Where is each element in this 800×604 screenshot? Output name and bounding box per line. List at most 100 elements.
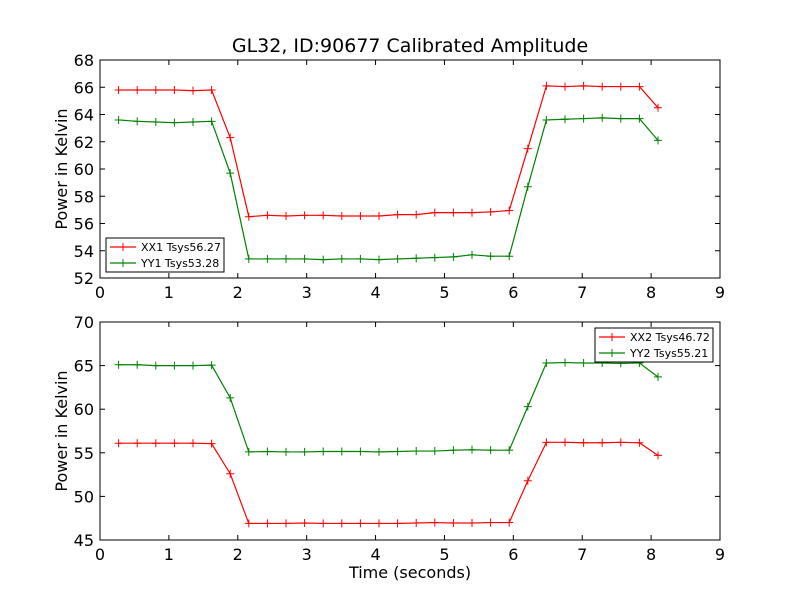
data-point-marker <box>430 253 439 262</box>
data-point-marker <box>207 85 216 94</box>
data-point-marker <box>486 252 495 261</box>
data-point-marker <box>356 212 365 221</box>
y-tick-label: 60 <box>74 400 94 419</box>
legend-entry-label: YY2 Tsys55.21 <box>629 347 708 360</box>
chart-title: GL32, ID:90677 Calibrated Amplitude <box>232 35 588 57</box>
data-point-marker <box>412 518 421 527</box>
legend-entry-label: YY1 Tsys53.28 <box>140 257 219 270</box>
y-axis-label: Power in Kelvin <box>52 108 71 229</box>
data-point-marker <box>375 519 383 528</box>
data-point-marker <box>263 211 272 220</box>
x-tick-label: 3 <box>302 283 312 302</box>
data-point-marker <box>282 254 290 263</box>
data-point-marker <box>207 117 216 126</box>
data-point-marker <box>151 439 160 448</box>
legend-swatch-marker <box>119 243 127 251</box>
data-point-marker <box>393 254 402 263</box>
data-point-marker <box>189 439 197 448</box>
data-point-marker <box>337 254 346 263</box>
data-point-marker <box>579 114 588 123</box>
data-point-marker <box>561 115 569 124</box>
x-tick-label: 2 <box>233 283 243 302</box>
data-point-marker <box>561 82 569 91</box>
data-point-marker <box>468 445 476 454</box>
data-point-marker <box>226 133 235 142</box>
data-point-marker <box>430 447 439 456</box>
data-point-marker <box>226 469 235 478</box>
data-point-marker <box>244 447 253 456</box>
data-point-marker <box>207 439 216 448</box>
data-point-marker <box>523 144 532 153</box>
data-point-marker <box>189 86 197 95</box>
data-point-marker <box>282 212 290 221</box>
data-point-marker <box>319 255 328 264</box>
data-point-marker <box>505 206 514 215</box>
legend-entry-label: XX2 Tsys46.72 <box>630 331 710 344</box>
x-tick-label: 9 <box>715 545 725 564</box>
data-point-marker <box>579 81 588 90</box>
x-axis-label: Time (seconds) <box>348 563 471 582</box>
data-point-marker <box>505 446 514 455</box>
data-point-marker <box>170 361 179 370</box>
data-point-marker <box>468 250 476 259</box>
data-point-marker <box>170 118 179 127</box>
data-point-marker <box>449 252 458 261</box>
legend: XX1 Tsys56.27 YY1 Tsys53.28 <box>105 237 225 273</box>
legend-entry-label: XX1 Tsys56.27 <box>141 241 221 254</box>
data-point-marker <box>170 85 179 94</box>
data-point-marker <box>542 81 551 90</box>
data-point-marker <box>486 207 495 216</box>
data-point-marker <box>151 117 160 126</box>
data-point-marker <box>616 82 625 91</box>
x-tick-label: 1 <box>164 283 174 302</box>
data-point-marker <box>114 439 123 448</box>
data-point-marker <box>356 254 365 263</box>
y-tick-label: 70 <box>74 313 94 332</box>
data-point-marker <box>449 446 458 455</box>
data-point-marker <box>393 519 402 528</box>
data-point-marker <box>356 447 365 456</box>
y-tick-label: 62 <box>74 133 94 152</box>
data-point-marker <box>300 254 309 263</box>
y-tick-label: 66 <box>74 78 94 97</box>
x-tick-label: 6 <box>508 283 518 302</box>
data-point-marker <box>189 117 197 126</box>
y-tick-label: 60 <box>74 160 94 179</box>
data-point-marker <box>542 358 551 367</box>
y-tick-label: 50 <box>74 487 94 506</box>
x-tick-label: 9 <box>715 283 725 302</box>
series-2 <box>114 113 662 264</box>
data-point-marker <box>282 447 290 456</box>
data-point-marker <box>523 182 532 191</box>
data-point-marker <box>430 518 439 527</box>
data-point-marker <box>468 518 476 527</box>
data-point-marker <box>319 447 328 456</box>
data-point-marker <box>654 372 662 381</box>
data-point-marker <box>263 519 272 528</box>
y-tick-label: 52 <box>74 269 94 288</box>
data-point-marker <box>523 476 532 485</box>
data-point-marker <box>133 439 142 448</box>
y-tick-label: 54 <box>74 242 94 261</box>
x-tick-label: 0 <box>95 283 105 302</box>
data-point-marker <box>263 447 272 456</box>
data-point-marker <box>505 518 514 527</box>
series-1 <box>114 81 662 221</box>
data-point-marker <box>244 212 253 221</box>
data-point-marker <box>412 254 421 263</box>
data-point-marker <box>337 212 346 221</box>
data-point-marker <box>430 208 439 217</box>
data-point-marker <box>393 447 402 456</box>
data-point-marker <box>282 519 290 528</box>
data-point-marker <box>244 254 253 263</box>
data-point-marker <box>356 519 365 528</box>
data-point-marker <box>635 438 644 447</box>
legend-swatch-marker <box>608 333 616 341</box>
data-point-marker <box>635 114 644 123</box>
data-point-marker <box>226 393 235 402</box>
x-tick-label: 7 <box>577 283 587 302</box>
data-point-marker <box>319 519 328 528</box>
